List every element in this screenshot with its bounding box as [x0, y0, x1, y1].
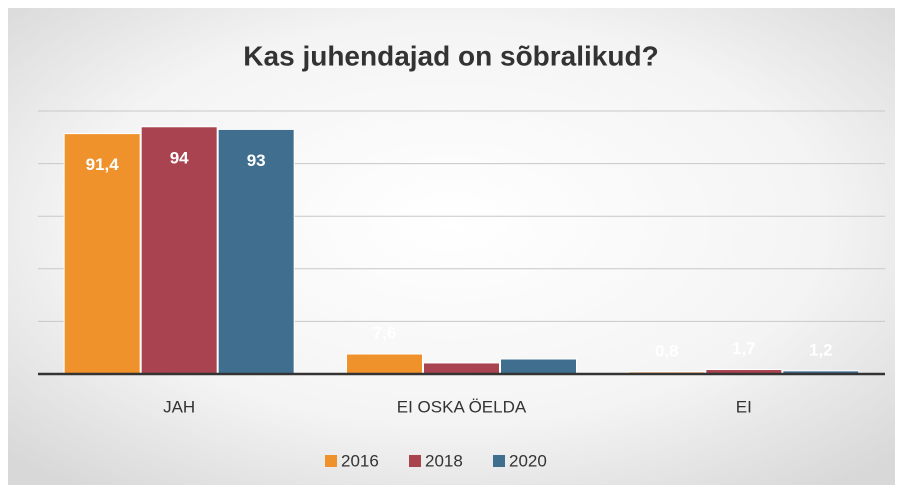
legend-swatch	[493, 455, 505, 467]
bar	[63, 133, 141, 375]
legend-label: 2018	[425, 451, 463, 470]
bar	[500, 358, 577, 375]
data-label: 91,4	[86, 155, 120, 174]
legend-label: 2020	[509, 451, 547, 470]
data-label: 1,2	[809, 340, 833, 359]
data-label: 7,6	[373, 323, 397, 342]
bar	[423, 362, 500, 375]
x-tick-label: EI	[736, 397, 752, 416]
legend-label: 2016	[341, 451, 379, 470]
x-tick-label: EI OSKA ÖELDA	[397, 397, 527, 416]
data-label: 93	[247, 151, 266, 170]
bar	[140, 126, 218, 375]
legend-swatch	[409, 455, 421, 467]
bar	[217, 128, 295, 375]
data-label: 1,7	[732, 339, 756, 358]
legend-swatch	[325, 455, 337, 467]
bar	[346, 353, 423, 375]
data-label: 94	[170, 148, 189, 167]
chart-title: Kas juhendajad on sõbralikud?	[243, 40, 658, 71]
data-label: 0,8	[655, 341, 679, 360]
x-tick-label: JAH	[163, 397, 195, 416]
